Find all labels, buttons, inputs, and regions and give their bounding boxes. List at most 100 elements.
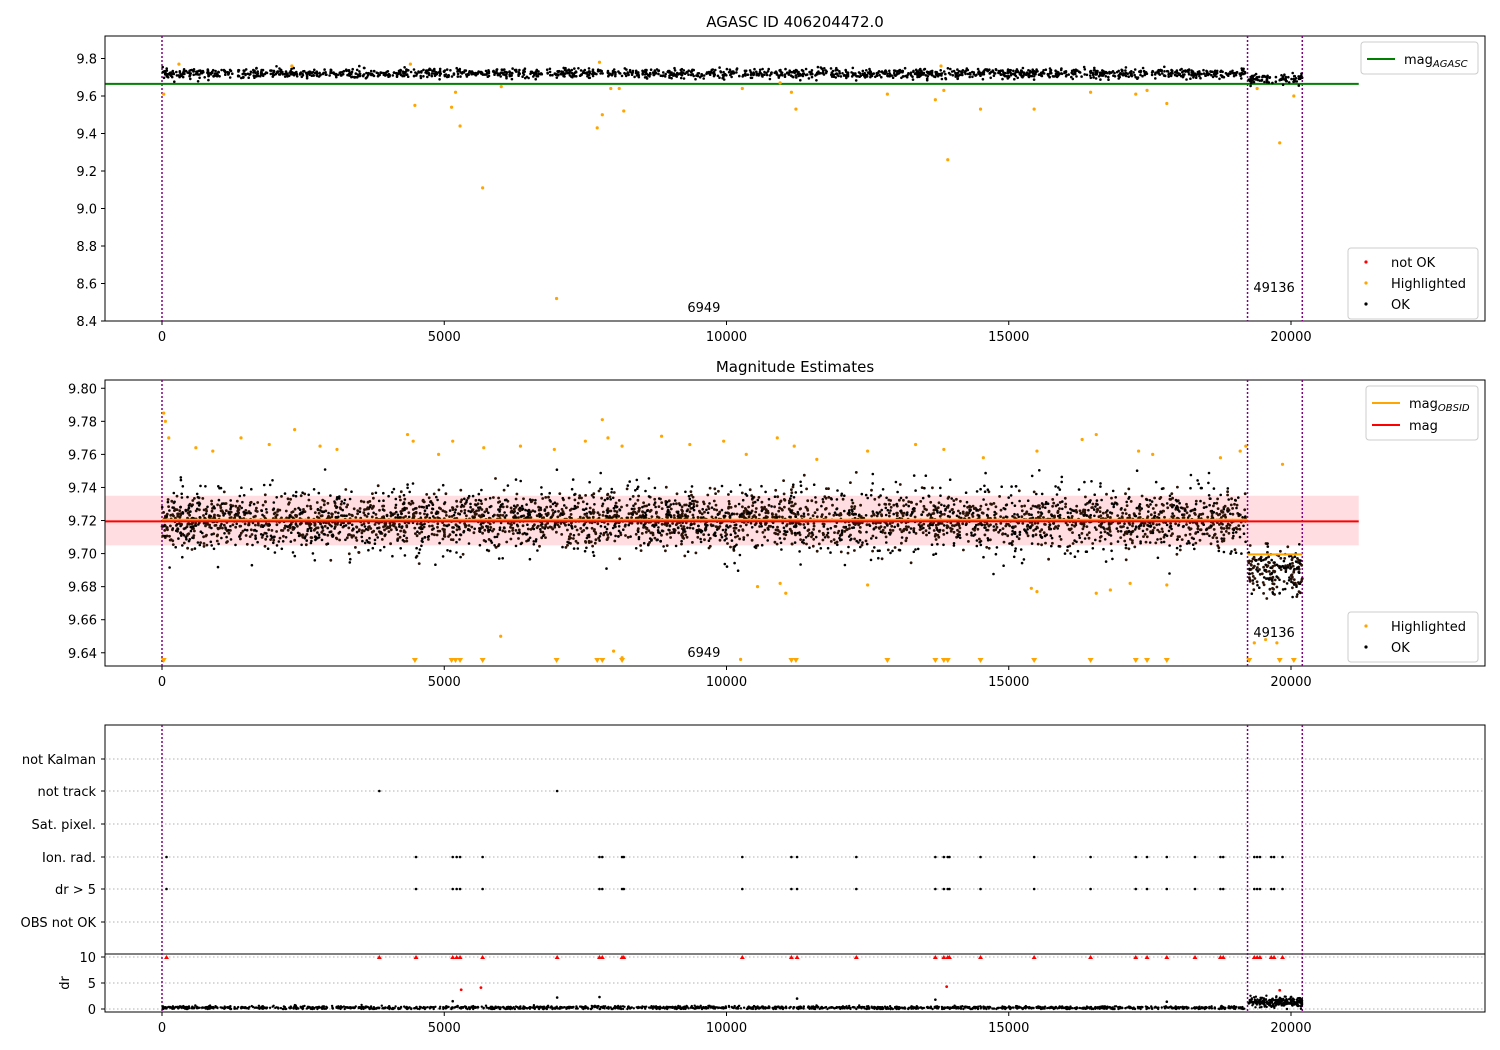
ok-point	[560, 533, 564, 536]
ok-point	[666, 505, 669, 509]
ok-point	[662, 74, 665, 77]
ok-point	[964, 72, 967, 76]
ok-point	[540, 536, 544, 540]
ok-point	[1287, 75, 1290, 79]
ok-point	[503, 511, 506, 514]
ok-point	[1094, 77, 1098, 80]
ok-point	[779, 70, 782, 73]
ok-point	[212, 532, 216, 536]
ok-point	[503, 530, 507, 534]
ok-point	[824, 496, 828, 500]
ok-point	[754, 510, 758, 514]
ok-point	[1192, 76, 1195, 79]
ok-point	[841, 72, 844, 75]
ok-point	[293, 526, 296, 529]
ok-point	[1177, 72, 1181, 75]
ok-point	[339, 502, 343, 506]
ok-point	[1165, 69, 1169, 73]
ok-point	[901, 75, 905, 78]
ok-point	[272, 538, 276, 542]
ok-point	[636, 521, 640, 525]
ok-point	[731, 70, 734, 73]
ok-point	[563, 504, 566, 507]
ok-point	[357, 551, 361, 554]
ok-point	[1030, 513, 1033, 517]
ok-point	[260, 536, 264, 539]
ok-point	[904, 503, 908, 506]
ok-point	[1235, 503, 1239, 507]
ok-point	[812, 522, 816, 525]
ok-point	[1013, 72, 1017, 75]
ok-point	[812, 528, 815, 531]
ok-point	[852, 507, 856, 510]
ok-point	[373, 523, 377, 526]
ok-point	[1209, 542, 1213, 546]
ok-point	[459, 488, 463, 492]
ok-point	[537, 505, 540, 509]
ok-point	[396, 533, 400, 536]
ok-point	[629, 535, 632, 538]
ok-point	[1011, 529, 1014, 533]
ok-point	[1001, 527, 1005, 530]
highlighted-point	[1292, 94, 1296, 98]
ok-point	[273, 511, 277, 515]
ok-point	[1124, 71, 1128, 75]
ok-point	[445, 514, 448, 517]
ok-point	[829, 540, 833, 543]
ok-point	[790, 75, 794, 78]
ok-point	[244, 73, 247, 77]
ok-point	[669, 507, 673, 511]
ok-point	[403, 497, 407, 501]
ok-point	[239, 531, 243, 535]
ok-point	[216, 527, 220, 531]
ok-point	[413, 526, 417, 530]
ok-point	[1044, 502, 1048, 506]
ok-point	[188, 75, 191, 78]
ok-point	[577, 533, 581, 536]
ok-point	[1080, 532, 1084, 535]
ok-point	[1252, 566, 1255, 570]
ok-point	[1151, 529, 1155, 532]
ok-point	[606, 492, 610, 496]
legend-dot-swatch	[1364, 281, 1368, 285]
ok-point	[1266, 74, 1269, 78]
ok-point	[956, 528, 959, 532]
ok-point	[180, 496, 184, 499]
ok-point	[291, 551, 295, 554]
ok-point	[328, 74, 331, 77]
ok-point	[933, 534, 937, 538]
ok-point	[480, 508, 484, 511]
ok-point	[438, 70, 441, 74]
ok-point	[636, 73, 639, 76]
ok-point	[570, 75, 573, 78]
ok-point	[1016, 76, 1019, 80]
ok-point	[432, 527, 435, 530]
ok-point	[1075, 75, 1078, 78]
ok-point	[903, 66, 907, 70]
ok-point	[244, 534, 248, 537]
ok-point	[1044, 506, 1047, 510]
ok-point	[1265, 570, 1268, 573]
ok-point	[362, 529, 366, 533]
ok-point	[570, 71, 574, 75]
ok-point	[320, 531, 324, 534]
ok-point	[384, 71, 388, 75]
ok-point	[681, 512, 684, 516]
ok-point	[1248, 576, 1251, 580]
ok-point	[636, 527, 640, 531]
ok-point	[1298, 591, 1302, 595]
ok-point	[649, 68, 653, 71]
ok-point	[1206, 515, 1210, 519]
ok-point	[754, 515, 758, 519]
ok-point	[682, 525, 686, 528]
ok-point	[801, 540, 804, 544]
ok-point	[859, 515, 863, 518]
ok-point	[744, 508, 748, 511]
ok-point	[790, 529, 793, 533]
ok-point	[1173, 73, 1177, 77]
ok-point	[244, 68, 248, 71]
ok-point	[1054, 74, 1057, 77]
ok-point	[1058, 507, 1061, 510]
ok-point	[650, 515, 654, 518]
ok-point	[1142, 69, 1146, 73]
